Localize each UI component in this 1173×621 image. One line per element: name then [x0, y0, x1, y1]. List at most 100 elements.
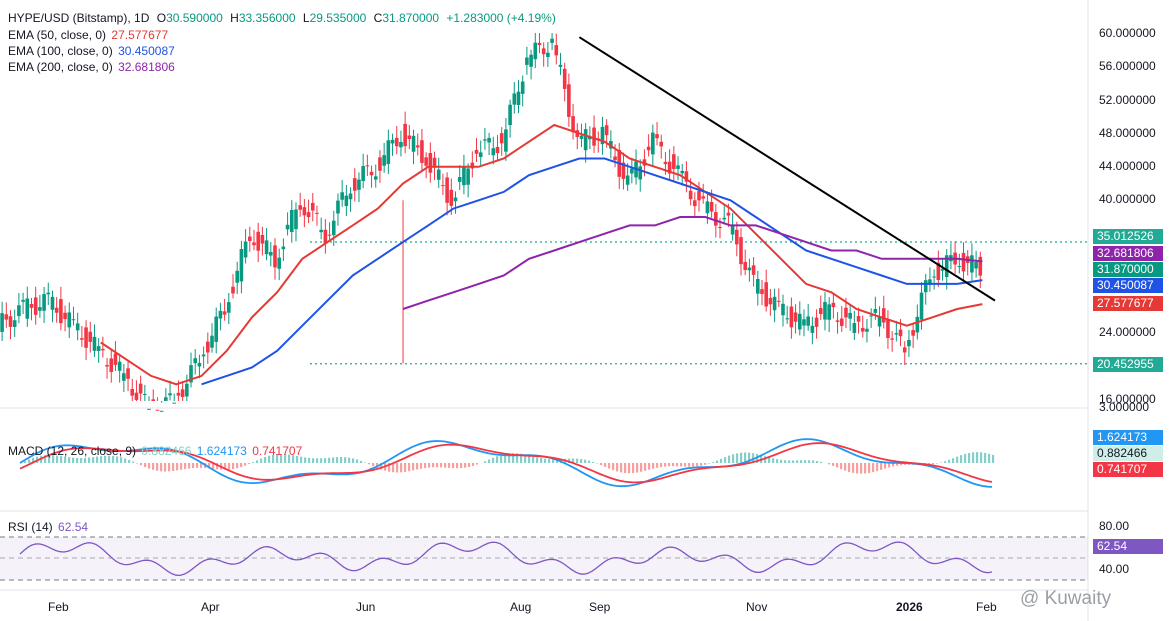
candle-body — [138, 383, 143, 394]
candle-body — [63, 312, 67, 319]
macd-histogram-bar — [92, 457, 95, 463]
macd-histogram-bar — [268, 455, 271, 463]
candle-body — [319, 229, 323, 233]
candle-body — [600, 126, 605, 145]
macd-histogram-bar — [684, 463, 687, 467]
rsi-legend[interactable]: RSI (14) 62.54 — [8, 519, 88, 535]
macd-legend[interactable]: MACD (12, 26, close, 9) 0.882466 1.62417… — [8, 443, 302, 459]
candle-body — [164, 397, 168, 401]
candle-body — [235, 270, 240, 283]
candle-body — [625, 175, 630, 185]
candle-body — [797, 313, 802, 330]
candle-body — [33, 297, 38, 315]
macd-histogram-bar — [852, 463, 855, 473]
macd-histogram-bar — [188, 463, 191, 469]
candle-body — [919, 292, 924, 320]
candle-body — [243, 241, 248, 258]
candle-body — [117, 361, 122, 371]
candle-body — [122, 373, 126, 381]
macd-histogram-bar — [892, 463, 895, 467]
candle-body — [92, 336, 97, 351]
x-tick: Sep — [589, 600, 611, 614]
candle-body — [273, 245, 277, 268]
macd-histogram-bar — [960, 455, 963, 463]
candle-body — [478, 152, 483, 158]
macd-histogram-bar — [56, 455, 59, 463]
candle-body — [932, 276, 936, 278]
ema100-label: EMA (100, close, 0) — [8, 44, 113, 58]
macd-histogram-bar — [44, 455, 47, 463]
macd-histogram-bar — [724, 457, 727, 463]
x-tick: Jun — [356, 600, 376, 614]
ema200-line — [402, 216, 983, 310]
candle-body — [206, 341, 210, 353]
candle-body — [420, 140, 424, 163]
macd-histogram-bar — [216, 463, 219, 470]
ema50-line — [100, 123, 983, 386]
candle-body — [180, 389, 185, 398]
macd-histogram-bar — [416, 463, 419, 470]
macd-histogram-bar — [404, 463, 407, 472]
macd-histogram-bar — [72, 457, 75, 463]
candle-body — [571, 116, 575, 133]
macd-histogram-bar — [796, 460, 799, 463]
macd-histogram-bar — [372, 463, 375, 467]
candle-body — [865, 328, 869, 332]
macd-histogram-bar — [540, 458, 543, 463]
macd-histogram-bar — [700, 463, 703, 466]
macd-histogram-bar — [952, 458, 955, 463]
candle-body — [487, 137, 491, 143]
rsi-tick: 40.00 — [1099, 562, 1130, 576]
macd-histogram-bar — [748, 452, 751, 463]
macd-histogram-bar — [592, 461, 595, 463]
macd-histogram-bar — [380, 463, 383, 470]
macd-histogram-bar — [656, 463, 659, 468]
candle-body — [260, 234, 265, 244]
ema100-legend[interactable]: EMA (100, close, 0) 30.450087 — [8, 43, 175, 59]
close-label: C — [373, 11, 383, 25]
macd-histogram-bar — [728, 455, 731, 463]
macd-histogram-bar — [688, 463, 691, 467]
macd-histogram-bar — [732, 454, 735, 463]
candle-body — [407, 135, 412, 140]
candle-body — [344, 195, 349, 207]
ema50-legend[interactable]: EMA (50, close, 0) 27.577677 — [8, 27, 168, 43]
candle-body — [84, 327, 88, 348]
candle-body — [189, 365, 193, 383]
candle-body — [592, 127, 596, 146]
price-tick: 44.000000 — [1099, 159, 1156, 173]
high-value: 33.356000 — [238, 11, 296, 25]
ema100-value: 30.450087 — [118, 44, 175, 58]
macd-histogram-bar — [672, 463, 675, 467]
candle-body — [726, 212, 731, 216]
macd-histogram-bar — [984, 452, 987, 463]
symbol-header: HYPE/USD (Bitstamp), 1D O30.590000 H33.3… — [8, 10, 556, 26]
macd-histogram-bar — [400, 463, 403, 473]
macd-histogram-bar — [448, 463, 451, 468]
candle-body — [974, 262, 978, 269]
macd-histogram-bar — [740, 452, 743, 463]
candle-body — [701, 196, 706, 199]
candle-body — [655, 134, 659, 139]
price-box-close: 31.870000 — [1093, 262, 1163, 277]
candle-body — [105, 365, 109, 367]
ema200-value: 32.681806 — [118, 60, 175, 74]
macd-histogram-bar — [468, 463, 471, 467]
macd-histogram-bar — [316, 458, 319, 463]
macd-histogram-bar — [484, 461, 487, 463]
macd-histogram-bar — [604, 463, 607, 467]
macd-histogram-bar — [500, 454, 503, 463]
macd-histogram-bar — [124, 458, 127, 463]
candle-body — [453, 197, 458, 202]
macd-histogram-bar — [652, 463, 655, 469]
candle-body — [256, 231, 260, 251]
low-value: 29.535000 — [309, 11, 367, 25]
candle-body — [50, 296, 55, 310]
candle-body — [218, 310, 223, 319]
candle-body — [0, 313, 4, 332]
ema200-legend[interactable]: EMA (200, close, 0) 32.681806 — [8, 59, 175, 75]
candle-body — [810, 325, 815, 333]
candle-body — [705, 201, 710, 214]
macd-histogram-bar — [992, 454, 995, 463]
